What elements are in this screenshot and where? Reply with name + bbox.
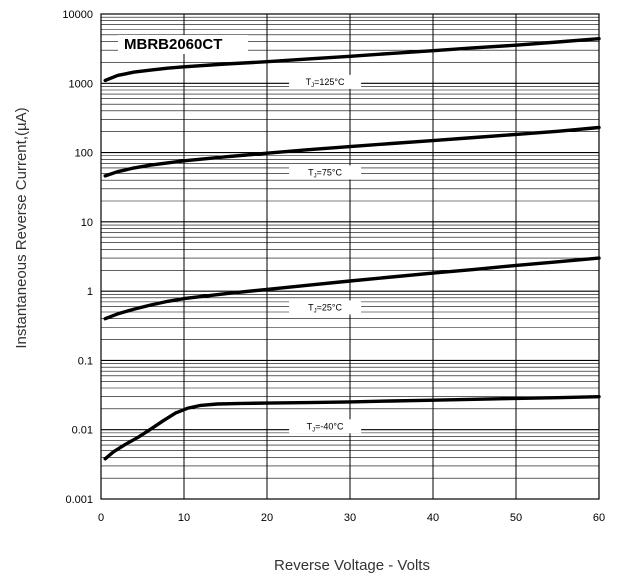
series-label-background — [289, 300, 362, 315]
y-tick-label: 10 — [81, 217, 93, 229]
x-axis-title: Reverse Voltage - Volts — [274, 557, 430, 574]
x-tick-label: 20 — [261, 512, 273, 524]
y-axis-title: Instantaneous Reverse Current,(µA) — [13, 107, 30, 348]
series-label: TJ=25°C — [308, 303, 342, 315]
series-label: TJ=75°C — [308, 167, 342, 179]
series-label-background — [289, 74, 362, 89]
chart-title-background — [118, 35, 248, 54]
x-tick-label: 10 — [178, 512, 190, 524]
series-labels: TJ=125°C TJ=75°C TJ=25°C TJ=-40°C — [289, 74, 362, 434]
series-line — [103, 37, 601, 83]
series-group — [103, 37, 601, 461]
series-label: TJ=125°C — [306, 77, 345, 89]
chart-title: MBRB2060CT — [124, 36, 222, 53]
series-line — [103, 125, 601, 178]
series-line — [103, 395, 601, 461]
x-tick-label: 40 — [427, 512, 439, 524]
x-tick-label: 50 — [510, 512, 522, 524]
y-tick-label: 1 — [87, 286, 93, 298]
y-tick-label: 0.001 — [65, 494, 93, 506]
series-label-background — [289, 419, 362, 434]
y-tick-label: 0.01 — [72, 425, 93, 437]
y-tick-label: 0.1 — [78, 355, 93, 367]
series-label-background — [289, 165, 362, 180]
tick-labels: 0 10 20 30 40 50 60 10000 1000 100 10 1 0.1 0.01 0.001 — [62, 9, 605, 524]
y-tick-label: 10000 — [62, 9, 93, 21]
series-line — [103, 256, 601, 321]
y-tick-label: 1000 — [69, 78, 93, 90]
x-tick-label: 30 — [344, 512, 356, 524]
series-label: TJ=-40°C — [307, 421, 344, 433]
y-tick-label: 100 — [75, 148, 93, 160]
x-tick-label: 60 — [593, 512, 605, 524]
x-tick-label: 0 — [98, 512, 104, 524]
grid — [100, 13, 600, 500]
